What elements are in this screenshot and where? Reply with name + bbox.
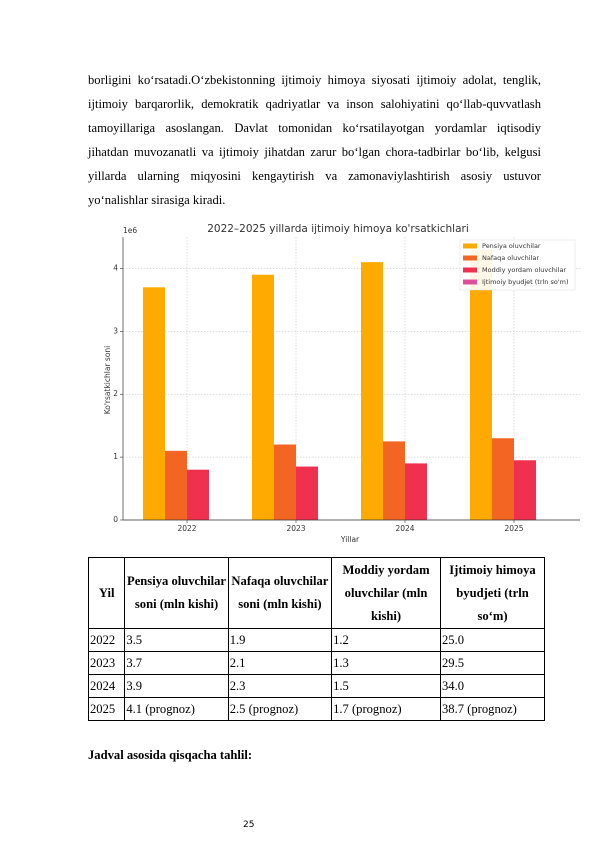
header-cell: Yil (87, 557, 126, 629)
table-cell: 2022 (87, 628, 126, 652)
legend-swatch (463, 267, 477, 273)
table-cell: 1.3 (331, 651, 441, 675)
legend-swatch (463, 255, 477, 261)
table-cell: 2.1 (227, 651, 333, 675)
bar (383, 441, 405, 520)
x-tick-label: 2022 (177, 524, 196, 533)
table-cell: 2.5 (prognoz) (227, 697, 333, 721)
table-cell: 1.9 (227, 628, 333, 652)
x-tick-label: 2024 (395, 524, 414, 533)
bar (405, 463, 427, 520)
bar (470, 249, 492, 521)
y-tick-label: 3 (113, 326, 118, 335)
bar (274, 444, 296, 520)
bar (143, 287, 165, 520)
page-number: 25 (243, 820, 255, 830)
legend-label: Moddiy yordam oluvchilar (482, 266, 566, 274)
table-row: 2024 3.9 2.3 1.5 34.0 (87, 674, 546, 698)
table-cell: 34.0 (439, 674, 546, 698)
table-cell: 2025 (87, 697, 126, 721)
table-body: 2022 3.5 1.9 1.2 25.0 2023 3.7 2.1 1.3 29.5 2024 3.… (87, 628, 546, 721)
bar (361, 262, 383, 520)
legend-label: Nafaqa oluvchilar (482, 254, 539, 262)
table-row: 2025 4.1 (prognoz) 2.5 (prognoz) 1.7 (progn… (87, 697, 546, 721)
table-cell: 1.5 (331, 674, 441, 698)
table-cell: 2.3 (227, 674, 333, 698)
header-cell: Nafaqa oluvchilar soni (mln kishi) (227, 557, 333, 629)
table-row: 2022 3.5 1.9 1.2 25.0 (87, 628, 546, 652)
header-cell: Ijtimoiy himoya byudjeti (trln so‘m) (439, 557, 546, 629)
table-cell: 25.0 (439, 628, 546, 652)
table-header: Yil Pensiya oluvchilar soni (mln kishi) Na… (87, 557, 546, 629)
chart-title: 2022–2025 yillarda ijtimoiy himoya ko'rs… (207, 223, 469, 235)
table-cell: 1.2 (331, 628, 441, 652)
table-cell: 3.5 (124, 628, 229, 652)
bar (514, 460, 536, 520)
bar (296, 466, 318, 520)
table-row: 2023 3.7 2.1 1.3 29.5 (87, 651, 546, 675)
legend-label: Pensiya oluvchilar (482, 242, 541, 250)
y-tick-label: 4 (113, 263, 118, 272)
x-tick-label: 2023 (286, 524, 305, 533)
table-cell: 29.5 (439, 651, 546, 675)
x-axis-label: Yillar (340, 535, 360, 544)
paragraph: borligini ko‘rsatadi.O‘zbekistonning ijt… (88, 73, 541, 207)
data-table: Yil Pensiya oluvchilar soni (mln kishi) Na… (87, 557, 546, 721)
header-cell: Pensiya oluvchilar soni (mln kishi) (124, 557, 229, 629)
header-cell: Moddiy yordam oluvchilar (mln kishi) (331, 557, 441, 629)
table-cell: 2023 (87, 651, 126, 675)
bar (492, 438, 514, 520)
section-heading: Jadval asosida qisqacha tahlil: (88, 748, 253, 762)
legend-swatch (463, 279, 477, 285)
bar (252, 274, 274, 520)
x-tick-label: 2025 (504, 524, 523, 533)
bar (187, 469, 209, 520)
legend-box (459, 239, 576, 291)
legend-swatch (463, 243, 477, 249)
axis-offset: 1e6 (123, 226, 137, 235)
chart: 2022–2025 yillarda ijtimoiy himoya ko'rs… (103, 223, 580, 544)
table-cell: 3.9 (124, 674, 229, 698)
y-tick-label: 0 (113, 515, 118, 524)
y-tick-label: 1 (113, 452, 118, 461)
table-cell: 2024 (87, 674, 126, 698)
table-cell: 4.1 (prognoz) (124, 697, 229, 721)
table-cell: 3.7 (124, 651, 229, 675)
table-cell: 38.7 (prognoz) (439, 697, 546, 721)
y-axis-label: Ko'rsatkichlar soni (103, 346, 112, 415)
legend-label: Ijtimoiy byudjet (trln so'm) (482, 278, 569, 286)
table-cell: 1.7 (prognoz) (331, 697, 441, 721)
y-tick-label: 2 (113, 389, 118, 398)
bar (165, 450, 187, 520)
